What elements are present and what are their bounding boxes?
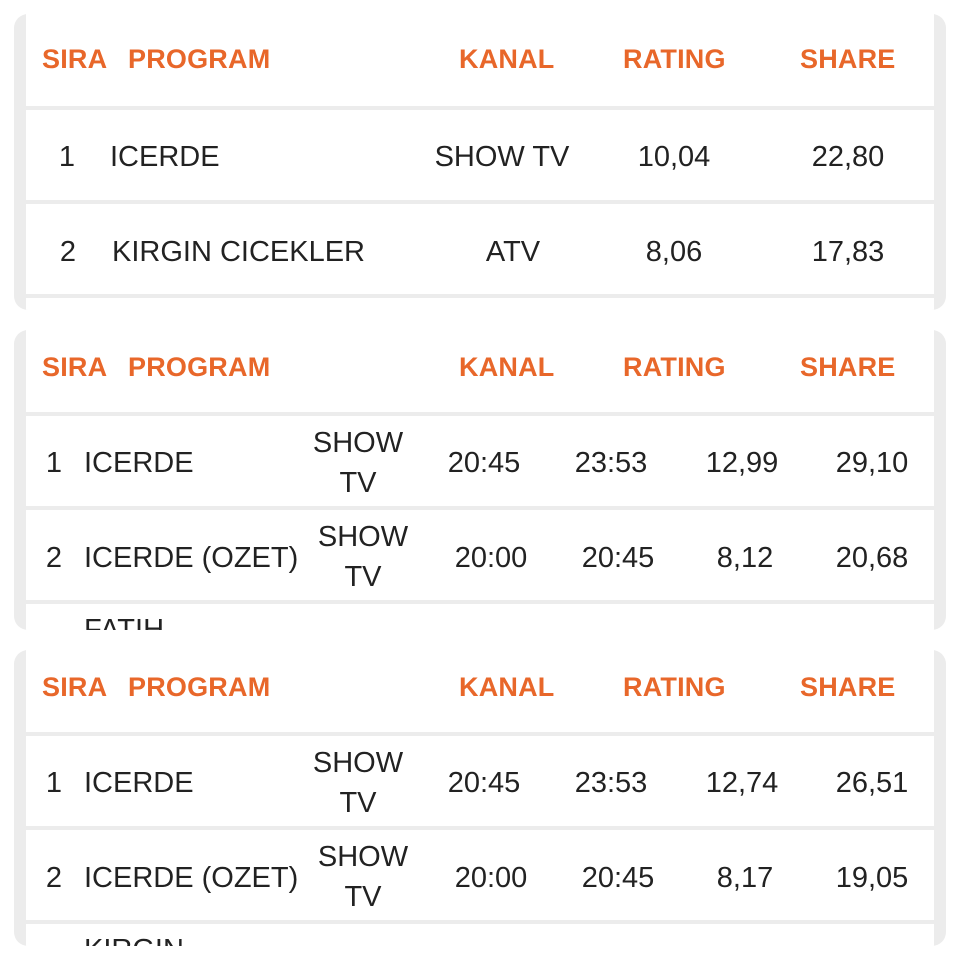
header-kanal: KANAL [459, 672, 555, 702]
rating-cell: 12,74 [705, 767, 779, 799]
header-share: SHARE [800, 44, 896, 74]
rank-cell: 2 [59, 236, 77, 268]
rating-cell: 10,04 [637, 141, 711, 173]
clipped-row: KIRGIN [26, 924, 934, 946]
program-cell: KIRGIN CICEKLER [112, 236, 365, 268]
share-cell: 20,68 [835, 542, 909, 574]
start-time-cell: 20:00 [454, 542, 528, 574]
start-time-cell: 20:45 [447, 767, 521, 799]
ratings-table-2: SIRA PROGRAM KANAL RATING SHARE 1 ICERDE… [14, 330, 946, 630]
channel-line1: SHOW [317, 841, 409, 873]
table-header: SIRA PROGRAM KANAL RATING SHARE [26, 14, 934, 106]
header-sira: SIRA [42, 672, 108, 702]
clipped-program-text: FATIH [84, 614, 165, 630]
share-cell: 19,05 [835, 862, 909, 894]
header-rating: RATING [623, 44, 726, 74]
start-time-cell: 20:45 [447, 447, 521, 479]
channel-line1: SHOW [312, 427, 404, 459]
program-cell: ICERDE [110, 141, 220, 173]
end-time-cell: 23:53 [574, 447, 648, 479]
header-sira: SIRA [42, 44, 108, 74]
rank-cell: 2 [45, 542, 63, 574]
share-cell: 17,83 [811, 236, 885, 268]
end-time-cell: 20:45 [581, 862, 655, 894]
table-row[interactable]: 1 ICERDE SHOW TV 20:45 23:53 12,74 26,51 [26, 736, 934, 826]
end-time-cell: 23:53 [574, 767, 648, 799]
channel-line1: SHOW [312, 747, 404, 779]
clipped-program-text: KIRGIN [84, 934, 184, 946]
channel-line2: TV [339, 787, 377, 819]
ratings-table-3: SIRA PROGRAM KANAL RATING SHARE 1 ICERDE… [14, 650, 946, 946]
table-row[interactable]: 1 ICERDE SHOW TV 20:45 23:53 12,99 29,10 [26, 416, 934, 506]
header-share: SHARE [800, 672, 896, 702]
header-share: SHARE [800, 352, 896, 382]
rating-cell: 8,12 [716, 542, 774, 574]
end-time-cell: 20:45 [581, 542, 655, 574]
header-rating: RATING [623, 672, 726, 702]
header-program: PROGRAM [128, 44, 271, 74]
channel-cell: ATV [485, 236, 541, 268]
table-header: SIRA PROGRAM KANAL RATING SHARE [26, 330, 934, 412]
share-cell: 22,80 [811, 141, 885, 173]
ratings-table-1: SIRA PROGRAM KANAL RATING SHARE 1 ICERDE… [14, 14, 946, 310]
rank-cell: 1 [58, 141, 76, 173]
header-sira: SIRA [42, 352, 108, 382]
channel-line2: TV [344, 881, 382, 913]
table-header: SIRA PROGRAM KANAL RATING SHARE [26, 650, 934, 732]
channel-line1: SHOW [317, 521, 409, 553]
rating-cell: 8,17 [716, 862, 774, 894]
table-row[interactable]: 1 ICERDE SHOW TV 10,04 22,80 [26, 110, 934, 200]
program-cell: ICERDE (OZET) [84, 542, 299, 574]
rank-cell: 1 [45, 767, 63, 799]
table-row[interactable]: 2 ICERDE (OZET) SHOW TV 20:00 20:45 8,17… [26, 830, 934, 920]
rank-cell: 1 [45, 447, 63, 479]
start-time-cell: 20:00 [454, 862, 528, 894]
share-cell: 26,51 [835, 767, 909, 799]
header-kanal: KANAL [459, 352, 555, 382]
program-cell: ICERDE [84, 447, 194, 479]
header-program: PROGRAM [128, 352, 271, 382]
rank-cell: 2 [45, 862, 63, 894]
channel-line2: TV [344, 561, 382, 593]
header-rating: RATING [623, 352, 726, 382]
header-program: PROGRAM [128, 672, 271, 702]
table-row[interactable]: 2 KIRGIN CICEKLER ATV 8,06 17,83 [26, 204, 934, 294]
clipped-row: FATIH [26, 604, 934, 630]
channel-line2: TV [339, 467, 377, 499]
program-cell: ICERDE (OZET) [84, 862, 299, 894]
table-row[interactable]: 2 ICERDE (OZET) SHOW TV 20:00 20:45 8,12… [26, 510, 934, 600]
rating-cell: 8,06 [645, 236, 703, 268]
channel-cell: SHOW TV [434, 141, 570, 173]
rating-cell: 12,99 [705, 447, 779, 479]
program-cell: ICERDE [84, 767, 194, 799]
share-cell: 29,10 [835, 447, 909, 479]
header-kanal: KANAL [459, 44, 555, 74]
